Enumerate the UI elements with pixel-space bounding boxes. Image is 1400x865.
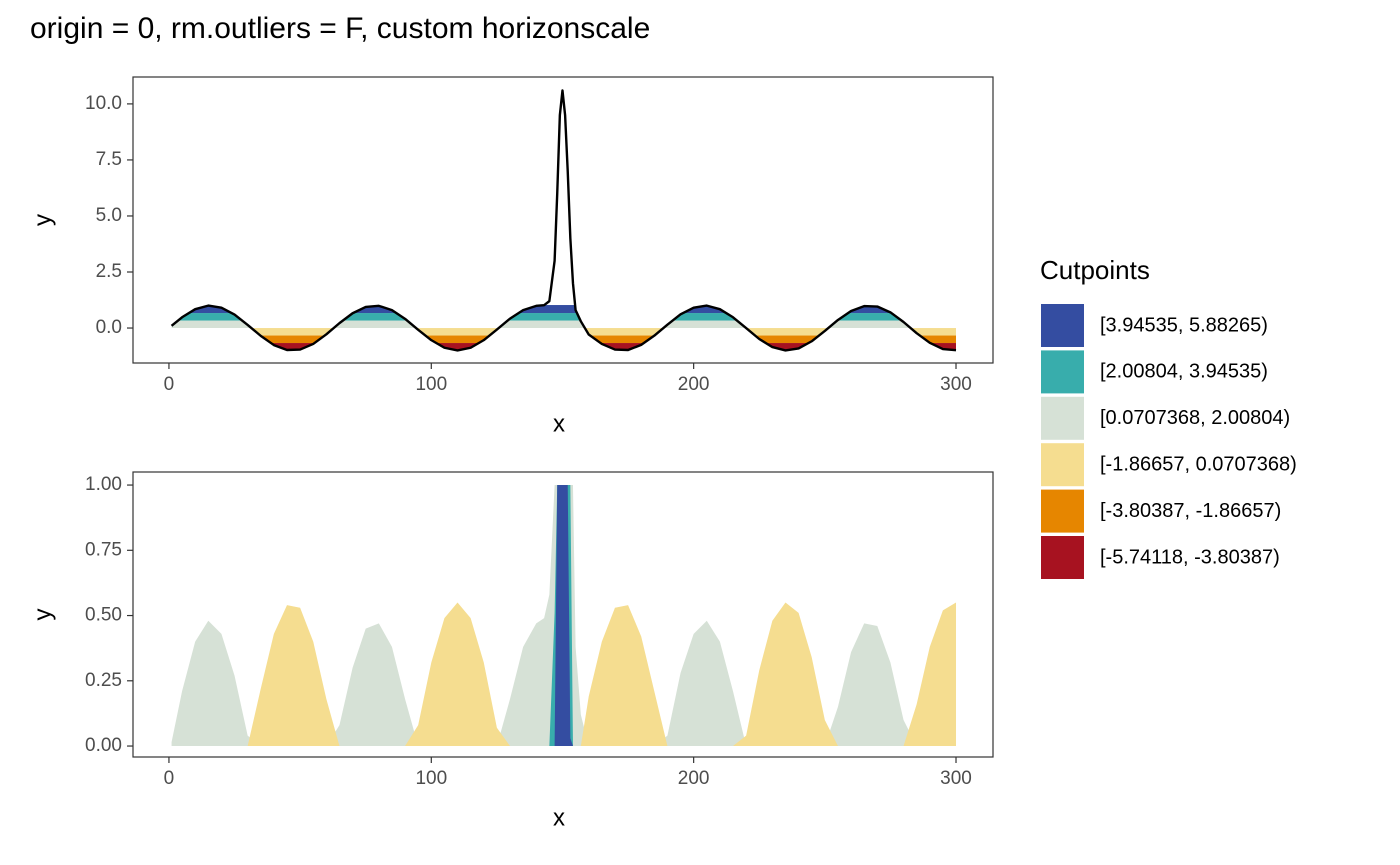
- x-axis-title: x: [553, 804, 565, 831]
- x-tick-label: 300: [940, 768, 972, 789]
- y-tick-label: 1.00: [85, 474, 122, 495]
- legend-label: [-1.86657, 0.0707368): [1100, 453, 1297, 475]
- legend-title: Cutpoints: [1040, 255, 1150, 285]
- x-tick-label: 0: [164, 768, 175, 789]
- plot-area: [171, 485, 957, 747]
- horizon-band: [171, 320, 957, 329]
- line: [170, 89, 957, 352]
- y-axis-title: y: [29, 609, 56, 621]
- y-tick-label: 2.5: [96, 261, 122, 282]
- y-tick-label: 0.25: [85, 670, 122, 691]
- horizon-band: [171, 313, 957, 321]
- chart-title: origin = 0, rm.outliers = F, custom hori…: [30, 12, 650, 45]
- legend-key: [1041, 350, 1084, 394]
- legend-label: [3.94535, 5.88265): [1100, 314, 1268, 336]
- legend-label: [0.0707368, 2.00804): [1100, 407, 1290, 429]
- legend-label: [2.00804, 3.94535): [1100, 361, 1268, 383]
- panel: 0 100 200 300 0.00 0.25 0.50 0.75 1.00 x y: [29, 471, 994, 831]
- y-tick-label: 5.0: [96, 205, 122, 226]
- legend-key: [1041, 304, 1084, 347]
- legend: Cutpoints [3.94535, 5.88265) [2.00804, 3.9…: [1040, 255, 1297, 579]
- x-axis-title: x: [553, 410, 565, 437]
- y-tick-label: 0.00: [85, 735, 122, 756]
- legend-label: [-5.74118, -3.80387): [1100, 546, 1280, 568]
- panel-border: [132, 76, 994, 364]
- y-tick-label: 0.50: [85, 605, 122, 626]
- legend-key: [1041, 489, 1084, 533]
- y-tick-label: 0.75: [85, 539, 122, 560]
- area: [171, 602, 957, 747]
- panel-border: [132, 471, 994, 758]
- y-tick-label: 10.0: [85, 93, 122, 114]
- x-tick-label: 100: [415, 374, 447, 395]
- x-tick-label: 0: [164, 374, 175, 395]
- legend-key: [1041, 396, 1084, 440]
- legend-label: [-3.80387, -1.86657): [1100, 500, 1281, 522]
- x-tick-label: 100: [415, 768, 447, 789]
- legend-key: [1041, 536, 1084, 579]
- legend-key: [1041, 443, 1084, 487]
- area: [171, 485, 957, 747]
- x-tick-label: 200: [678, 374, 710, 395]
- y-tick-label: 7.5: [96, 149, 122, 170]
- horizon-band: [171, 305, 957, 314]
- y-axis-title: y: [29, 214, 56, 226]
- x-tick-label: 300: [940, 374, 972, 395]
- y-tick-label: 0.0: [96, 317, 122, 338]
- x-tick-label: 200: [678, 768, 710, 789]
